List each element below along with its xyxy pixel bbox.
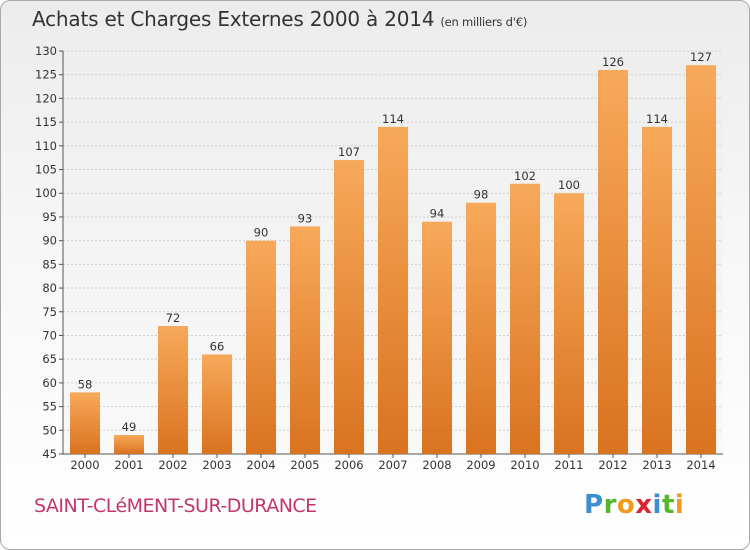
x-tick-label: 2003 bbox=[202, 458, 231, 472]
logo-letter: i bbox=[674, 490, 685, 520]
logo-letter: o bbox=[616, 490, 636, 520]
y-tick-label: 45 bbox=[42, 447, 57, 461]
logo-letter: t bbox=[661, 490, 675, 520]
y-tick-label: 125 bbox=[35, 68, 57, 82]
y-tick-label: 130 bbox=[35, 44, 57, 58]
x-tick-label: 2000 bbox=[70, 458, 99, 472]
city-name: SAINT-CLéMENT-SUR-DURANCE bbox=[34, 495, 317, 517]
bar bbox=[290, 226, 320, 454]
y-tick-label: 55 bbox=[42, 400, 57, 414]
bar-value-label: 126 bbox=[602, 55, 624, 69]
bar bbox=[554, 193, 584, 454]
x-tick-label: 2001 bbox=[114, 458, 143, 472]
bar bbox=[510, 183, 540, 455]
y-tick-label: 115 bbox=[35, 115, 57, 129]
bar-value-label: 107 bbox=[338, 145, 360, 159]
y-tick-label: 60 bbox=[42, 376, 57, 390]
bar bbox=[466, 202, 496, 454]
bar bbox=[422, 221, 452, 454]
logo-letter: i bbox=[652, 490, 662, 520]
bar bbox=[686, 65, 716, 455]
bar-value-label: 93 bbox=[298, 211, 313, 225]
y-tick-label: 100 bbox=[35, 186, 57, 200]
bar-value-label: 94 bbox=[430, 207, 445, 221]
bar-value-label: 72 bbox=[166, 311, 181, 325]
bar-value-label: 66 bbox=[210, 339, 225, 353]
bar-value-label: 102 bbox=[514, 169, 536, 183]
bar bbox=[70, 392, 100, 454]
y-tick-label: 80 bbox=[42, 281, 57, 295]
bar bbox=[642, 126, 672, 454]
y-tick-label: 70 bbox=[42, 328, 57, 342]
y-tick-label: 105 bbox=[35, 163, 57, 177]
x-tick-label: 2013 bbox=[642, 458, 671, 472]
x-tick-label: 2006 bbox=[334, 458, 363, 472]
x-tick-label: 2008 bbox=[422, 458, 451, 472]
x-tick-label: 2004 bbox=[246, 458, 275, 472]
chart-subtitle: (en milliers d'€) bbox=[440, 15, 528, 29]
x-tick-label: 2012 bbox=[598, 458, 627, 472]
chart-title: Achats et Charges Externes 2000 à 2014 (e… bbox=[32, 7, 527, 31]
logo-letter: r bbox=[603, 490, 617, 520]
bar-value-label: 58 bbox=[78, 377, 93, 391]
y-tick-label: 75 bbox=[42, 305, 57, 319]
x-tick-label: 2010 bbox=[510, 458, 539, 472]
bar-value-label: 100 bbox=[558, 178, 580, 192]
y-tick-label: 50 bbox=[42, 423, 57, 437]
bar bbox=[202, 354, 232, 454]
bar-value-label: 114 bbox=[646, 112, 668, 126]
y-tick-label: 85 bbox=[42, 257, 57, 271]
proxiti-logo: Proxiti bbox=[584, 490, 684, 520]
y-tick-label: 95 bbox=[42, 210, 57, 224]
bar bbox=[334, 160, 364, 454]
plot-area: 45 50 55 60 65 70 75 80 85 90 95 100 105 110 115 120 125… bbox=[35, 44, 723, 472]
logo-letter: P bbox=[584, 490, 604, 520]
bar bbox=[598, 69, 628, 454]
x-tick-label: 2009 bbox=[466, 458, 495, 472]
bar-value-label: 49 bbox=[122, 420, 137, 434]
bar bbox=[378, 126, 408, 454]
bar-value-label: 98 bbox=[474, 188, 489, 202]
bar-value-label: 127 bbox=[690, 50, 712, 64]
x-tick-label: 2007 bbox=[378, 458, 407, 472]
x-tick-label: 2002 bbox=[158, 458, 187, 472]
x-tick-label: 2014 bbox=[686, 458, 715, 472]
title-text: Achats et Charges Externes 2000 à 2014 bbox=[32, 7, 435, 31]
x-tick-label: 2005 bbox=[290, 458, 319, 472]
y-tick-label: 110 bbox=[35, 139, 57, 153]
bar bbox=[114, 435, 144, 454]
y-tick-label: 90 bbox=[42, 234, 57, 248]
bar-value-label: 114 bbox=[382, 112, 404, 126]
bar-value-label: 90 bbox=[254, 226, 269, 240]
bar bbox=[246, 240, 276, 454]
logo-letter: x bbox=[635, 490, 653, 520]
bar bbox=[158, 325, 188, 454]
x-tick-label: 2011 bbox=[554, 458, 583, 472]
y-tick-label: 65 bbox=[42, 352, 57, 366]
y-tick-label: 120 bbox=[35, 91, 57, 105]
